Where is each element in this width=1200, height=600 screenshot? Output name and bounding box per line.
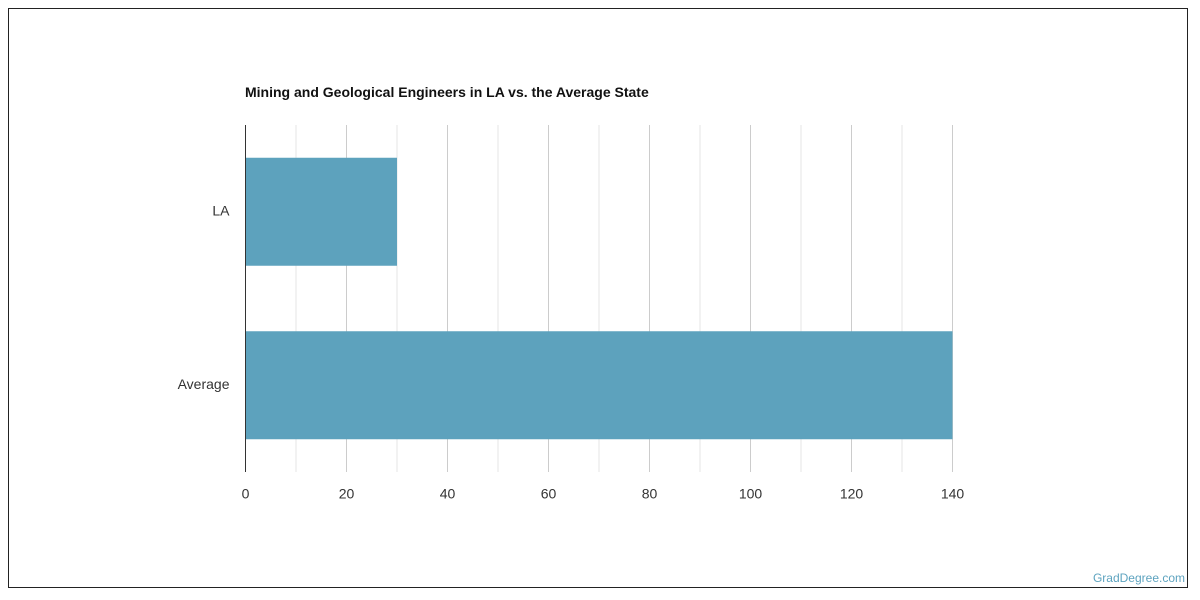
bar-la xyxy=(245,157,397,266)
x-tick-label: 40 xyxy=(440,486,456,502)
bar-average xyxy=(245,331,953,440)
y-category-label: LA xyxy=(212,202,230,218)
chart-frame xyxy=(8,8,1188,588)
axis-labels: 0 20 40 60 80 100 120 140 LA Average xyxy=(178,202,965,501)
bars xyxy=(245,157,953,440)
x-tick-label: 140 xyxy=(941,486,965,502)
x-tick-label: 60 xyxy=(541,486,557,502)
x-tick-label: 100 xyxy=(739,486,763,502)
y-category-label: Average xyxy=(178,376,230,392)
x-tick-label: 20 xyxy=(339,486,355,502)
watermark-link[interactable]: GradDegree.com xyxy=(1092,571,1185,585)
x-tick-label: 0 xyxy=(242,486,250,502)
chart-title: Mining and Geological Engineers in LA vs… xyxy=(245,84,649,100)
x-tick-label: 120 xyxy=(840,486,864,502)
x-tick-label: 80 xyxy=(642,486,658,502)
